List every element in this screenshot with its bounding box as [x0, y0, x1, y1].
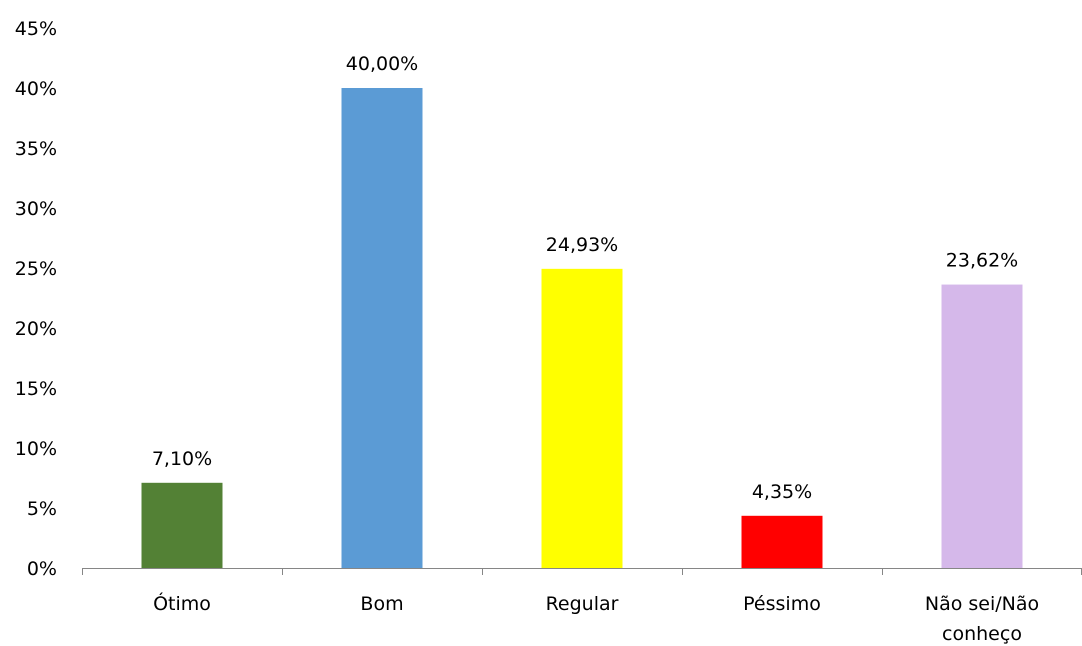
data-label: 7,10%	[152, 448, 212, 470]
y-tick-label: 45%	[15, 18, 57, 40]
bars: 7,10% 40,00% 24,93% 4,35% 23,62%	[141, 53, 1023, 568]
data-label: 23,62%	[946, 250, 1018, 272]
data-label: 24,93%	[546, 234, 618, 256]
y-tick-label: 5%	[27, 498, 57, 520]
bar	[341, 88, 423, 568]
y-tick-label: 25%	[15, 258, 57, 280]
y-tick-label: 30%	[15, 198, 57, 220]
data-label: 4,35%	[752, 481, 812, 503]
y-tick-label: 0%	[27, 558, 57, 580]
y-tick-label: 40%	[15, 78, 57, 100]
x-axis: Ótimo Bom Regular Péssimo Não sei/Não conheço	[82, 568, 1082, 645]
category-label: conheço	[942, 623, 1022, 645]
category-label: Péssimo	[743, 593, 821, 615]
bar	[741, 515, 823, 568]
y-axis: 0% 5% 10% 15% 20% 25% 30% 35% 40% 45%	[15, 18, 57, 580]
category-label: Ótimo	[153, 591, 211, 615]
bar	[541, 268, 623, 568]
bar	[141, 482, 223, 568]
category-label: Não sei/Não	[925, 593, 1039, 615]
bar	[941, 284, 1023, 568]
y-tick-label: 35%	[15, 138, 57, 160]
y-tick-label: 10%	[15, 438, 57, 460]
y-tick-label: 20%	[15, 318, 57, 340]
data-label: 40,00%	[346, 53, 418, 75]
category-label: Regular	[546, 593, 619, 615]
y-tick-label: 15%	[15, 378, 57, 400]
category-label: Bom	[360, 593, 403, 615]
